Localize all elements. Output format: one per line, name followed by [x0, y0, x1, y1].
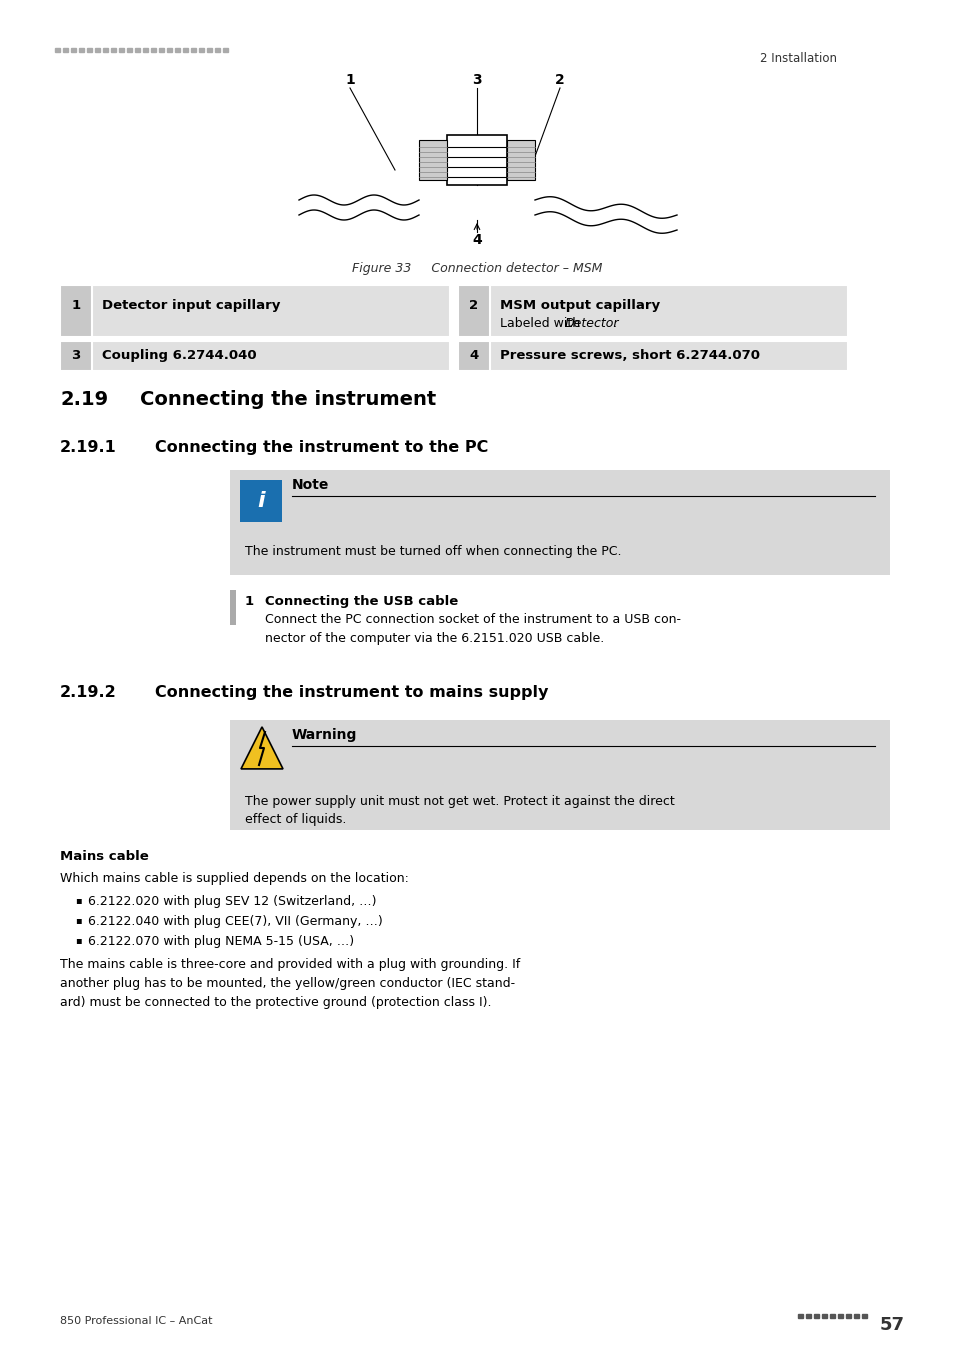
Text: Mains cable: Mains cable	[60, 850, 149, 863]
Text: Coupling 6.2744.040: Coupling 6.2744.040	[102, 350, 256, 362]
Bar	[829, 1314, 834, 1318]
Bar	[199, 49, 204, 53]
Text: 4: 4	[469, 350, 478, 362]
Bar	[230, 720, 889, 830]
Text: Figure 33     Connection detector – MSM: Figure 33 Connection detector – MSM	[352, 262, 601, 275]
Text: 3: 3	[71, 350, 81, 362]
Bar	[862, 1314, 866, 1318]
Bar	[159, 49, 164, 53]
Bar	[457, 285, 490, 338]
Bar	[151, 49, 156, 53]
Text: MSM output capillary: MSM output capillary	[499, 298, 659, 312]
Bar	[191, 49, 195, 53]
Text: 6.2122.070 with plug NEMA 5-15 (USA, …): 6.2122.070 with plug NEMA 5-15 (USA, …)	[88, 936, 354, 948]
Bar	[174, 49, 180, 53]
Bar	[143, 49, 148, 53]
Text: Connecting the instrument to mains supply: Connecting the instrument to mains suppl…	[154, 684, 548, 701]
Bar	[457, 285, 847, 338]
Bar	[119, 49, 124, 53]
Bar	[457, 342, 490, 371]
Bar	[127, 49, 132, 53]
Text: The power supply unit must not get wet. Protect it against the direct
effect of : The power supply unit must not get wet. …	[245, 795, 674, 826]
Bar	[60, 342, 91, 371]
Text: The instrument must be turned off when connecting the PC.: The instrument must be turned off when c…	[245, 545, 620, 558]
Bar	[223, 49, 228, 53]
Text: ▪: ▪	[75, 915, 82, 925]
Text: 1: 1	[345, 73, 355, 86]
Text: ▪: ▪	[75, 936, 82, 945]
Text: .: .	[613, 317, 617, 329]
Bar	[87, 49, 91, 53]
Bar	[230, 590, 235, 625]
Text: 57: 57	[879, 1316, 904, 1334]
Bar	[230, 470, 889, 575]
Bar	[240, 481, 282, 522]
Bar	[821, 1314, 826, 1318]
Text: 1: 1	[245, 595, 253, 608]
Text: Connect the PC connection socket of the instrument to a USB con-
nector of the c: Connect the PC connection socket of the …	[265, 613, 680, 645]
Bar	[103, 49, 108, 53]
Text: 2.19: 2.19	[60, 390, 108, 409]
Text: 6.2122.040 with plug CEE(7), VII (Germany, …): 6.2122.040 with plug CEE(7), VII (German…	[88, 915, 382, 927]
Bar	[845, 1314, 850, 1318]
Text: Connecting the USB cable: Connecting the USB cable	[265, 595, 457, 608]
Text: i: i	[257, 491, 265, 512]
Text: 2: 2	[469, 298, 478, 312]
Text: 6.2122.020 with plug SEV 12 (Switzerland, …): 6.2122.020 with plug SEV 12 (Switzerland…	[88, 895, 376, 909]
Bar	[506, 140, 535, 180]
Text: Which mains cable is supplied depends on the location:: Which mains cable is supplied depends on…	[60, 872, 409, 886]
Bar	[111, 49, 116, 53]
Text: Pressure screws, short 6.2744.070: Pressure screws, short 6.2744.070	[499, 350, 760, 362]
Text: Labeled with: Labeled with	[499, 317, 583, 329]
Text: ▪: ▪	[75, 895, 82, 905]
Bar	[214, 49, 220, 53]
Bar	[135, 49, 140, 53]
Text: 1: 1	[71, 298, 80, 312]
Bar	[805, 1314, 810, 1318]
Bar	[167, 49, 172, 53]
Bar	[183, 49, 188, 53]
Text: 2.19.1: 2.19.1	[60, 440, 116, 455]
Text: 4: 4	[472, 234, 481, 247]
Bar	[60, 285, 91, 338]
Bar	[813, 1314, 818, 1318]
Bar	[95, 49, 100, 53]
Bar	[797, 1314, 802, 1318]
Text: Warning: Warning	[292, 728, 357, 743]
Text: Connecting the instrument: Connecting the instrument	[140, 390, 436, 409]
Text: The mains cable is three-core and provided with a plug with grounding. If
anothe: The mains cable is three-core and provid…	[60, 958, 519, 1008]
Text: Note: Note	[292, 478, 329, 491]
Text: 850 Professional IC – AnCat: 850 Professional IC – AnCat	[60, 1316, 213, 1326]
Bar	[447, 135, 506, 185]
Bar	[79, 49, 84, 53]
Text: Detector input capillary: Detector input capillary	[102, 298, 280, 312]
Text: Detector: Detector	[564, 317, 618, 329]
Bar	[60, 342, 450, 371]
Text: 2 Installation: 2 Installation	[760, 53, 836, 65]
Bar	[60, 285, 450, 338]
Bar	[457, 342, 847, 371]
Bar	[63, 49, 68, 53]
Bar	[837, 1314, 842, 1318]
Bar	[71, 49, 76, 53]
Text: 2: 2	[555, 73, 564, 86]
Polygon shape	[241, 726, 283, 770]
Bar	[853, 1314, 858, 1318]
Text: 2.19.2: 2.19.2	[60, 684, 116, 701]
Text: Connecting the instrument to the PC: Connecting the instrument to the PC	[154, 440, 488, 455]
Bar	[207, 49, 212, 53]
Bar	[55, 49, 60, 53]
Bar	[418, 140, 447, 180]
Text: 3: 3	[472, 73, 481, 86]
